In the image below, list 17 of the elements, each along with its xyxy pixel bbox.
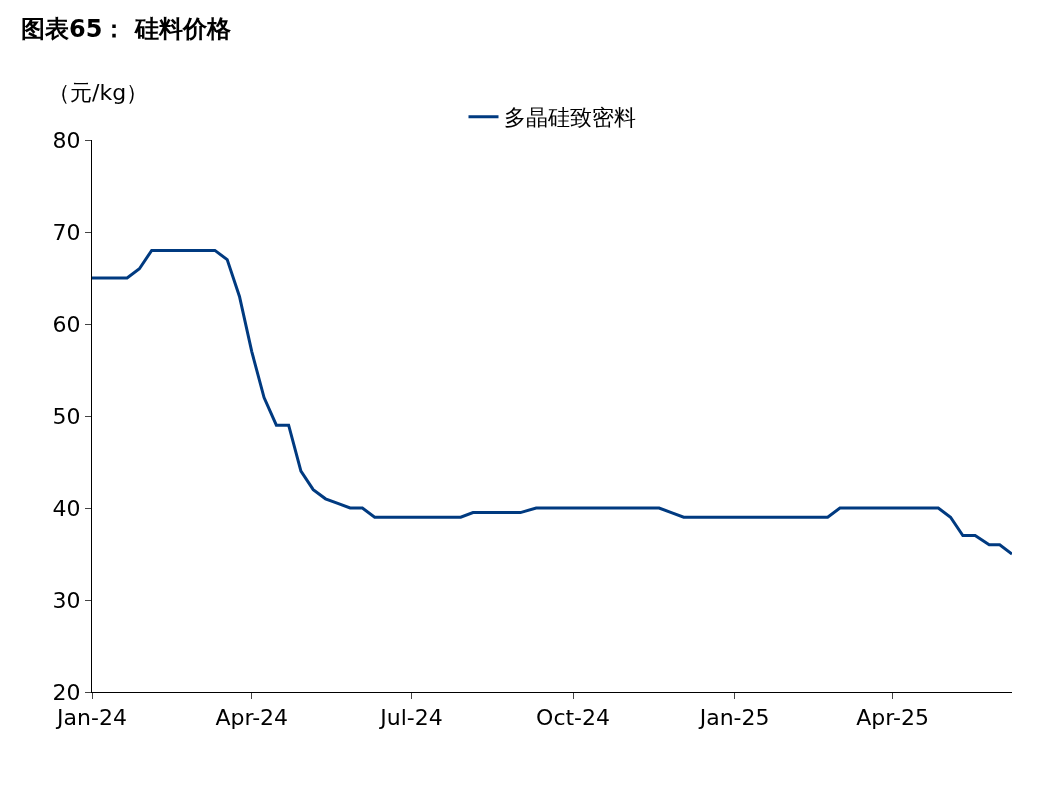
y-tick-label: 70 xyxy=(52,219,81,245)
x-tick-label: Apr-24 xyxy=(215,705,289,731)
y-axis-title: （元/kg） xyxy=(48,80,149,105)
y-tick-label: 40 xyxy=(52,495,81,521)
y-tick-label: 60 xyxy=(52,311,81,337)
x-tick-label: Jan-24 xyxy=(55,705,127,731)
y-tick-label: 80 xyxy=(52,127,81,153)
chart-title: 图表65： 硅料价格 xyxy=(20,14,232,43)
line-series xyxy=(92,248,1012,556)
y-tick-label: 50 xyxy=(52,403,81,429)
legend-label: 多晶硅致密料 xyxy=(503,105,636,131)
x-tick-label: Oct-24 xyxy=(536,705,611,731)
x-tick-label: Apr-25 xyxy=(856,705,929,731)
x-tick-label: Jan-25 xyxy=(697,705,770,731)
y-tick-label: 30 xyxy=(52,587,81,613)
y-tick-label: 20 xyxy=(52,679,81,705)
x-tick-label: Jul-24 xyxy=(378,705,443,731)
